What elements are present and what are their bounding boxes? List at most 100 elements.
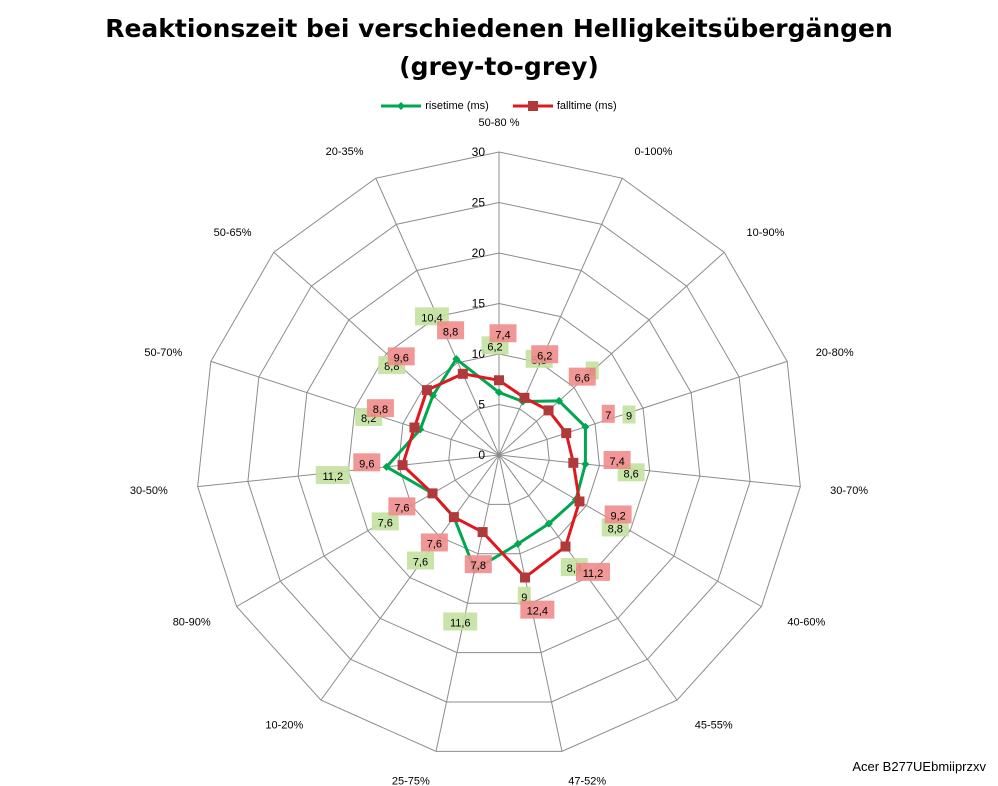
risetime-data-label: 8,8 <box>608 523 623 535</box>
data-label-bg <box>604 505 632 524</box>
category-label: 30-70% <box>830 485 868 497</box>
series-line-risetime <box>384 356 587 572</box>
legend-item-falltime: falltime (ms) <box>512 100 617 112</box>
data-label-bg <box>622 405 636 424</box>
risetime-data-label: 11,2 <box>322 471 343 483</box>
legend: risetime (ms) falltime (ms) <box>0 100 998 112</box>
radial-tick-label: 30 <box>472 145 486 159</box>
falltime-data-label: 11,2 <box>583 568 604 580</box>
category-label: 50-70% <box>144 347 182 359</box>
falltime-marker <box>520 572 531 583</box>
risetime-data-label: 8,6 <box>623 468 638 480</box>
data-label-bg <box>464 555 492 574</box>
radial-tick-label: 0 <box>478 448 485 462</box>
risetime-data-label: 6,2 <box>487 341 502 353</box>
risetime-marker <box>581 460 590 469</box>
grid-spoke <box>498 454 762 607</box>
credit-text: Acer B277UEbmiiprzxv <box>852 759 986 774</box>
risetime-marker <box>495 388 503 397</box>
risetime-data-label: 7,6 <box>413 557 428 569</box>
falltime-data-label: 7,4 <box>609 456 624 468</box>
grid-spoke <box>498 251 725 456</box>
grid-ring <box>347 302 651 604</box>
falltime-data-label: 8,8 <box>443 326 458 338</box>
falltime-marker <box>397 460 408 471</box>
category-label: 25-75% <box>392 776 430 786</box>
data-label-bg <box>420 533 448 552</box>
data-label-bg <box>437 321 465 340</box>
data-label-bg <box>576 562 611 581</box>
falltime-marker <box>494 375 504 386</box>
falltime-marker <box>477 527 488 538</box>
data-label-bg <box>601 404 615 423</box>
falltime-marker <box>519 392 530 403</box>
risetime-marker <box>555 396 564 405</box>
category-label: 50-65% <box>214 227 252 239</box>
chart-title-line1: Reaktionszeit bei verschiedenen Helligke… <box>105 14 893 43</box>
grid-spoke <box>498 454 801 488</box>
category-label: 10-20% <box>265 719 303 731</box>
grid-ring <box>297 252 701 654</box>
grid-ring <box>448 403 550 505</box>
radial-tick-label: 5 <box>478 398 485 412</box>
falltime-data-label: 7,4 <box>495 329 510 341</box>
data-label-bg <box>520 600 555 619</box>
grid-ring <box>197 151 801 752</box>
falltime-marker <box>561 428 572 439</box>
falltime-marker <box>427 488 438 499</box>
category-label: 45-55% <box>695 719 733 731</box>
category-label: 10-90% <box>746 227 784 239</box>
risetime-marker <box>452 355 461 364</box>
grid-spoke <box>498 360 788 456</box>
category-label: 47-52% <box>568 776 606 786</box>
category-label: 80-90% <box>173 617 211 629</box>
radial-tick-label: 20 <box>472 246 486 260</box>
grid-spoke <box>210 360 500 456</box>
legend-risetime-marker <box>381 102 422 110</box>
risetime-data-label: 7,6 <box>378 517 393 529</box>
category-label: 0-100% <box>634 146 672 158</box>
risetime-data-label: 9 <box>521 592 527 604</box>
risetime-marker <box>513 539 522 548</box>
category-label: 50-80 % <box>479 117 520 129</box>
risetime-data-label: 9 <box>626 410 632 422</box>
legend-item-risetime: risetime (ms) <box>381 100 489 112</box>
grid-spoke <box>236 454 500 607</box>
risetime-data-label: 11,6 <box>450 618 471 630</box>
legend-falltime-marker <box>512 101 553 111</box>
data-label-bg <box>517 586 531 605</box>
falltime-marker <box>457 368 468 379</box>
risetime-marker <box>544 519 553 528</box>
risetime-marker <box>581 422 590 431</box>
data-label-bg <box>315 466 350 485</box>
data-label-bg <box>353 453 381 472</box>
data-label-bg <box>603 450 631 469</box>
falltime-marker <box>448 512 459 523</box>
data-label-bg <box>443 612 478 631</box>
category-label: 20-35% <box>326 146 364 158</box>
legend-risetime-label: risetime (ms) <box>425 100 489 112</box>
falltime-marker <box>574 496 585 507</box>
falltime-marker <box>560 541 571 552</box>
grid-ring <box>247 201 751 703</box>
data-label-bg <box>388 497 416 516</box>
data-label-bg <box>568 367 596 386</box>
falltime-data-label: 6,6 <box>575 373 590 385</box>
data-label-bg <box>489 324 517 343</box>
category-label: 30-50% <box>130 485 168 497</box>
falltime-marker <box>543 405 554 416</box>
falltime-data-label: 7 <box>605 410 611 422</box>
data-label-bg <box>414 307 449 326</box>
grid-spoke <box>498 177 623 456</box>
falltime-data-label: 12,4 <box>527 606 548 618</box>
chart-title-line2: (grey-to-grey) <box>399 52 599 81</box>
category-label: 20-80% <box>816 347 854 359</box>
falltime-data-label: 7,6 <box>427 538 442 550</box>
data-label-bg <box>366 399 394 418</box>
grid-spoke <box>273 251 500 456</box>
falltime-data-label: 8,8 <box>373 404 388 416</box>
series-line-falltime <box>400 372 582 580</box>
falltime-data-label: 7,8 <box>471 560 486 572</box>
falltime-marker <box>568 457 579 468</box>
